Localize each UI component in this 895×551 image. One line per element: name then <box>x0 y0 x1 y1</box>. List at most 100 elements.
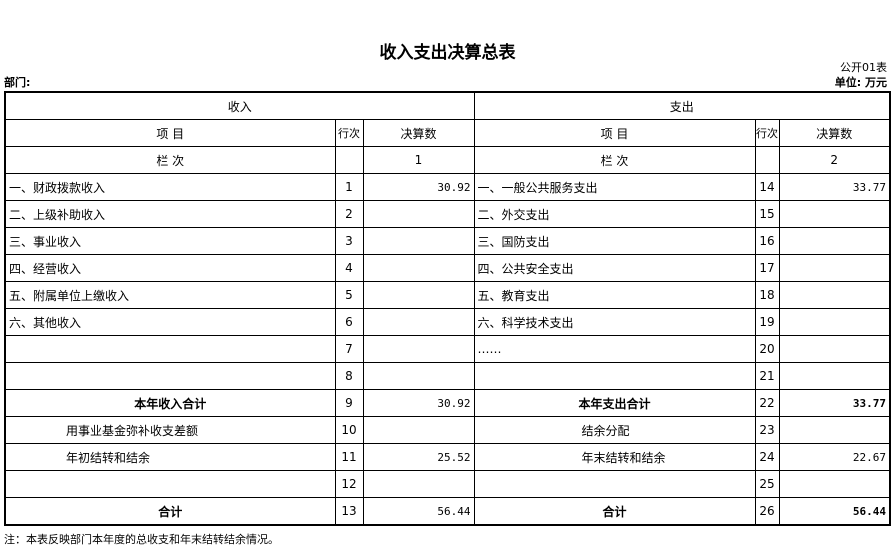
expense-line: 26 <box>754 497 780 526</box>
income-amount <box>362 470 475 498</box>
expense-amount <box>778 470 891 498</box>
expense-line: 16 <box>754 227 780 255</box>
expense-item: 结余分配 <box>473 416 756 444</box>
expense-line: 15 <box>754 200 780 228</box>
table-row: 六、其他收入 6 六、科学技术支出 19 <box>4 308 891 336</box>
expense-item: 四、公共安全支出 <box>473 254 756 282</box>
income-amount: 30.92 <box>362 389 475 417</box>
income-amount <box>362 200 475 228</box>
table-row: 年初结转和结余 11 25.52 年末结转和结余 24 22.67 <box>4 443 891 471</box>
expense-item: 合计 <box>473 497 756 526</box>
income-item: 二、上级补助收入 <box>4 200 336 228</box>
expense-amount <box>778 362 891 390</box>
income-item: 三、事业收入 <box>4 227 336 255</box>
table-row: 合计 13 56.44 合计 26 56.44 <box>4 497 891 526</box>
expense-amount <box>778 200 891 228</box>
expense-amount: 22.67 <box>778 443 891 471</box>
footnote: 注：本表反映部门本年度的总收支和年末结转结余情况。 <box>4 533 279 546</box>
expense-line: 17 <box>754 254 780 282</box>
table-row: 二、上级补助收入 2 二、外交支出 15 <box>4 200 891 228</box>
income-amount <box>362 335 475 363</box>
table-row: 一、财政拨款收入 1 30.92 一、一般公共服务支出 14 33.77 <box>4 173 891 201</box>
expense-line: 24 <box>754 443 780 471</box>
expense-item: 本年支出合计 <box>473 389 756 417</box>
income-line: 8 <box>334 362 364 390</box>
income-item <box>4 362 336 390</box>
expense-amount <box>778 254 891 282</box>
table-row: 本年收入合计 9 30.92 本年支出合计 22 33.77 <box>4 389 891 417</box>
table-row: 四、经营收入 4 四、公共安全支出 17 <box>4 254 891 282</box>
income-line: 3 <box>334 227 364 255</box>
expense-amount <box>778 335 891 363</box>
expense-item: 六、科学技术支出 <box>473 308 756 336</box>
income-expense-table: 收入 支出 项 目 行次 决算数 项 目 行次 决算数 栏 次 1 栏 次 2 … <box>4 91 891 526</box>
expense-amount: 33.77 <box>778 173 891 201</box>
income-line: 12 <box>334 470 364 498</box>
income-item <box>4 335 336 363</box>
income-item: 四、经营收入 <box>4 254 336 282</box>
income-line: 5 <box>334 281 364 309</box>
expense-item <box>473 470 756 498</box>
income-line: 9 <box>334 389 364 417</box>
income-amount: 25.52 <box>362 443 475 471</box>
expense-item: 三、国防支出 <box>473 227 756 255</box>
table-row: 三、事业收入 3 三、国防支出 16 <box>4 227 891 255</box>
table-row: 7 …… 20 <box>4 335 891 363</box>
empty-cell <box>754 146 780 174</box>
income-amount <box>362 362 475 390</box>
expense-amount-header: 决算数 <box>778 119 891 147</box>
income-column-label: 栏 次 <box>4 146 336 174</box>
empty-cell <box>334 146 364 174</box>
expense-header: 支出 <box>473 91 891 120</box>
unit-label: 单位: 万元 <box>834 76 887 89</box>
table-row: 8 21 <box>4 362 891 390</box>
table-code: 公开01表 <box>840 61 887 74</box>
income-line: 4 <box>334 254 364 282</box>
expense-amount: 56.44 <box>778 497 891 526</box>
income-item: 年初结转和结余 <box>4 443 336 471</box>
expense-amount <box>778 227 891 255</box>
table-row: 用事业基金弥补收支差额 10 结余分配 23 <box>4 416 891 444</box>
table-row: 五、附属单位上缴收入 5 五、教育支出 18 <box>4 281 891 309</box>
income-line-header: 行次 <box>334 119 364 147</box>
income-amount <box>362 227 475 255</box>
income-item-header: 项 目 <box>4 119 336 147</box>
expense-line: 19 <box>754 308 780 336</box>
income-item: 一、财政拨款收入 <box>4 173 336 201</box>
income-line: 13 <box>334 497 364 526</box>
expense-column-number: 2 <box>778 146 891 174</box>
income-item: 合计 <box>4 497 336 526</box>
income-amount <box>362 254 475 282</box>
income-amount <box>362 416 475 444</box>
expense-item: …… <box>473 335 756 363</box>
expense-item: 二、外交支出 <box>473 200 756 228</box>
income-amount <box>362 281 475 309</box>
expense-line-header: 行次 <box>754 119 780 147</box>
income-amount: 30.92 <box>362 173 475 201</box>
expense-amount <box>778 308 891 336</box>
expense-line: 21 <box>754 362 780 390</box>
income-line: 6 <box>334 308 364 336</box>
income-item: 本年收入合计 <box>4 389 336 417</box>
expense-line: 22 <box>754 389 780 417</box>
expense-line: 20 <box>754 335 780 363</box>
income-amount: 56.44 <box>362 497 475 526</box>
income-item: 六、其他收入 <box>4 308 336 336</box>
expense-item: 一、一般公共服务支出 <box>473 173 756 201</box>
income-header: 收入 <box>4 91 475 120</box>
income-item: 用事业基金弥补收支差额 <box>4 416 336 444</box>
expense-line: 23 <box>754 416 780 444</box>
expense-line: 25 <box>754 470 780 498</box>
income-line: 1 <box>334 173 364 201</box>
income-line: 10 <box>334 416 364 444</box>
income-line: 11 <box>334 443 364 471</box>
income-column-number: 1 <box>362 146 475 174</box>
expense-line: 14 <box>754 173 780 201</box>
income-item <box>4 470 336 498</box>
income-item: 五、附属单位上缴收入 <box>4 281 336 309</box>
income-amount <box>362 308 475 336</box>
expense-item: 年末结转和结余 <box>473 443 756 471</box>
expense-line: 18 <box>754 281 780 309</box>
department-label: 部门: <box>4 76 31 89</box>
expense-item <box>473 362 756 390</box>
